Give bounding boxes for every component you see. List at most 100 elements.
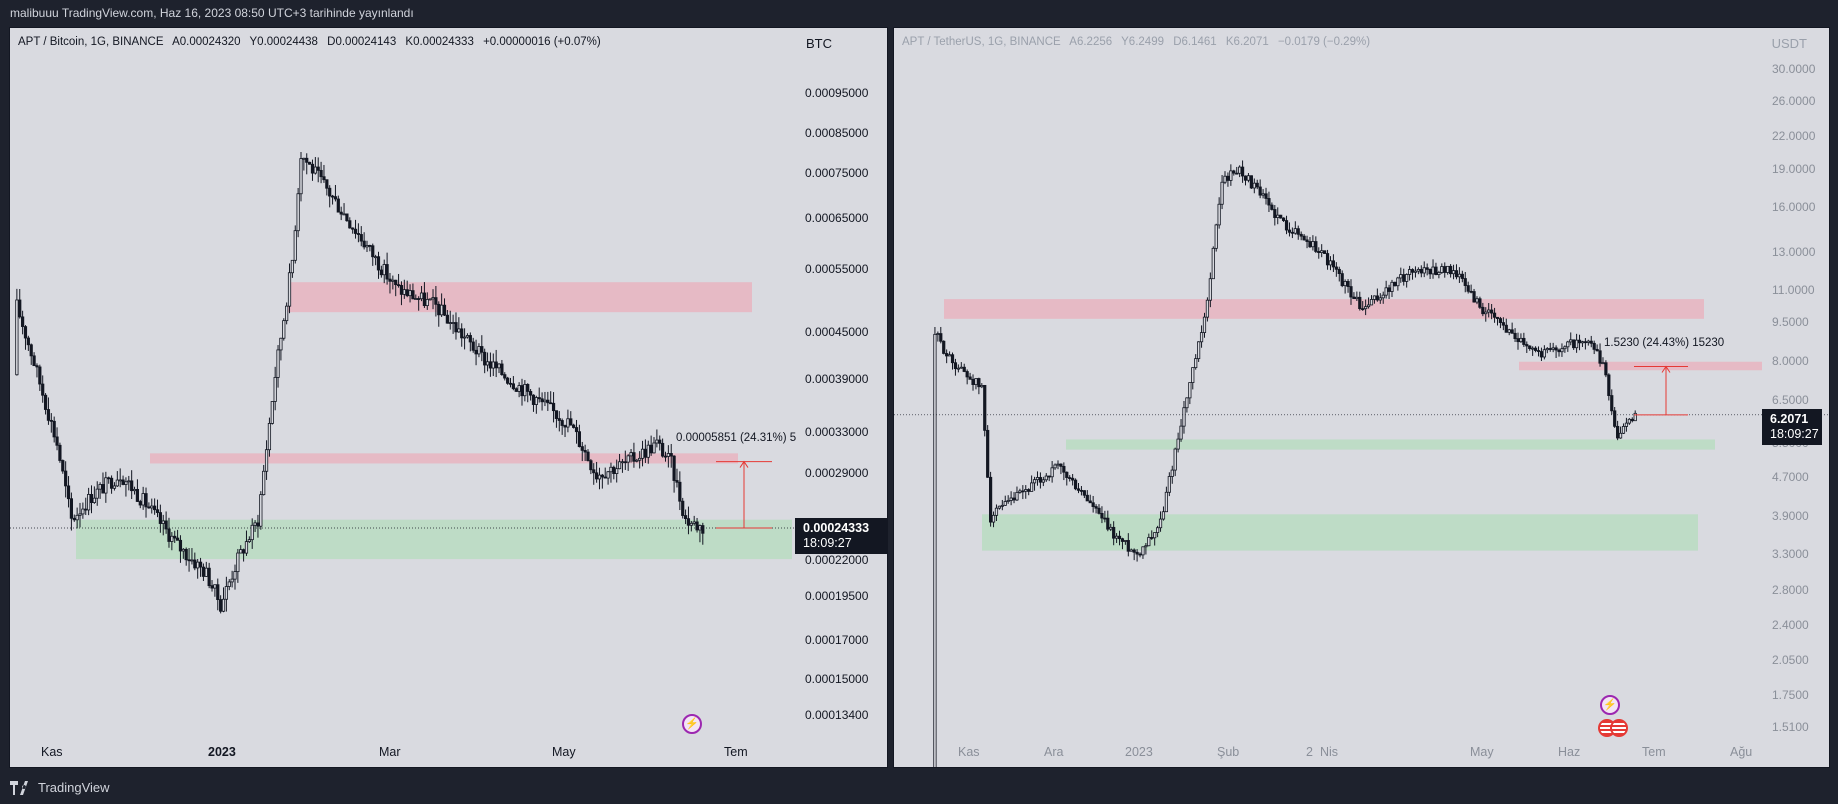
candle-body (69, 498, 74, 519)
candle-body (1328, 260, 1333, 266)
candle-body (26, 337, 30, 346)
candle-body (1358, 296, 1362, 310)
candle-body (256, 522, 260, 527)
candle-body (623, 461, 627, 464)
candle-body (1185, 397, 1189, 409)
candle-body (1437, 272, 1441, 276)
candle-body (514, 388, 518, 392)
candle-body (325, 179, 329, 189)
candle-body (692, 521, 696, 524)
candle-body (227, 581, 231, 587)
candle-body (1235, 172, 1239, 175)
us-flag-event-icon[interactable] (1610, 719, 1628, 737)
candle-body (1129, 549, 1133, 552)
candle-body (1164, 491, 1169, 513)
candle-body (1267, 198, 1271, 206)
candle-body (264, 449, 269, 472)
candle-body (339, 211, 343, 215)
symbol-name[interactable]: APT / Bitcoin, 1G, BINANCE (18, 36, 164, 48)
candle-body (1279, 214, 1283, 219)
candle-body (1431, 266, 1435, 275)
candle-body (1173, 448, 1177, 471)
candle-body (1407, 269, 1412, 275)
candle-body (517, 385, 521, 392)
candle-body (635, 459, 639, 462)
candle-body (1492, 312, 1497, 318)
price-tick: 30.0000 (1772, 62, 1816, 76)
candle-body (115, 479, 119, 487)
candle-body (445, 314, 449, 324)
candle-body (121, 479, 125, 485)
candle-body (1273, 209, 1277, 218)
candle-body (333, 196, 338, 200)
candle-body (371, 245, 375, 258)
candle-body (221, 598, 226, 612)
candle-body (485, 361, 490, 366)
candle-body (1208, 278, 1212, 301)
candle-body (566, 418, 570, 428)
candle-body (155, 509, 160, 513)
price-tick: 0.00017000 (805, 633, 869, 647)
lightning-event-icon[interactable]: ⚡ (1600, 695, 1620, 715)
candle-body (549, 402, 553, 405)
candle-body (1112, 526, 1116, 539)
price-tick: 8.0000 (1772, 354, 1809, 368)
candle-body (293, 230, 297, 261)
chart-pane-apt-btc[interactable]: APT / Bitcoin, 1G, BINANCE A0.00024320 Y… (9, 27, 888, 768)
candle-body (462, 336, 467, 339)
candle-body (138, 501, 142, 506)
candle-body (600, 474, 604, 478)
candle-body (939, 333, 943, 342)
candle-body (127, 480, 131, 483)
candle-body (104, 477, 108, 494)
candle-body (1246, 175, 1251, 181)
candle-body (379, 269, 383, 276)
candle-body (681, 500, 685, 516)
candle-body (270, 401, 274, 424)
candle-body (454, 322, 458, 333)
candle-body (520, 385, 524, 397)
candle-body (259, 494, 263, 527)
candle-body (457, 328, 461, 333)
symbol-legend: APT / TetherUS, 1G, BINANCE A6.2256 Y6.2… (902, 36, 1376, 48)
time-tick: Kas (958, 745, 980, 759)
candle-body (1621, 426, 1626, 434)
candle-body (494, 361, 498, 369)
candle-body (92, 497, 96, 503)
lightning-event-icon[interactable]: ⚡ (682, 714, 702, 734)
candle-body (620, 461, 625, 464)
candle-body (216, 584, 220, 600)
price-chart-canvas[interactable] (894, 28, 1830, 768)
tradingview-logo[interactable]: TradingView (10, 780, 110, 795)
candle-body (1510, 329, 1514, 334)
price-range-measure-label[interactable]: 0.00005851 (24.31%) 5 (676, 432, 797, 444)
candle-body (1589, 340, 1593, 344)
candle-body (526, 384, 530, 392)
supply-zone (150, 453, 738, 464)
candle-body (1484, 311, 1488, 315)
candle-body (1308, 241, 1312, 248)
chart-pane-apt-usdt[interactable]: APT / TetherUS, 1G, BINANCE A6.2256 Y6.2… (893, 27, 1830, 768)
candle-body (1012, 497, 1016, 501)
candle-body (365, 245, 369, 248)
time-tick: Nis (1320, 745, 1339, 759)
candle-body (1229, 170, 1233, 181)
candle-body (632, 452, 636, 462)
symbol-name[interactable]: APT / TetherUS, 1G, BINANCE (902, 36, 1061, 48)
candle-body (1331, 260, 1336, 268)
candle-body (1501, 322, 1505, 326)
currency-label: USDT (1771, 36, 1807, 51)
price-range-measure-label[interactable]: 1.5230 (24.43%) 15230 (1604, 337, 1725, 349)
candle-body (49, 419, 53, 422)
candle-body (109, 477, 114, 489)
candle-body (1410, 269, 1415, 273)
candle-body (351, 227, 355, 230)
candle-body (1413, 270, 1418, 273)
candle-body (1548, 348, 1552, 350)
price-chart-canvas[interactable] (10, 28, 888, 768)
candle-body (977, 378, 981, 388)
candle-body (483, 351, 487, 366)
candle-body (1006, 500, 1010, 502)
candle-body (551, 402, 556, 412)
candle-body (1566, 341, 1570, 348)
